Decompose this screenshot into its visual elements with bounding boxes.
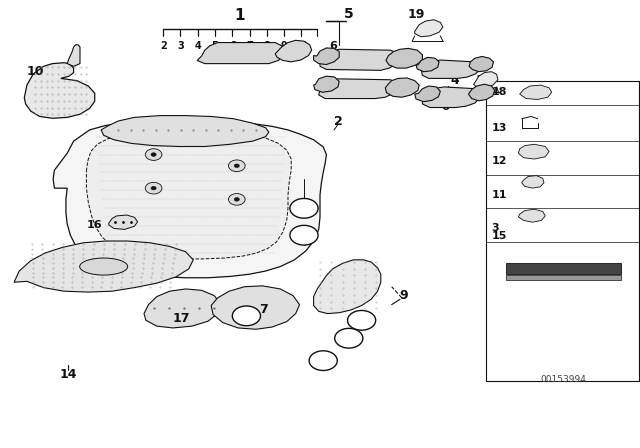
Circle shape — [335, 328, 363, 348]
Text: 17: 17 — [172, 311, 190, 325]
Circle shape — [309, 351, 337, 370]
Polygon shape — [14, 241, 193, 292]
Polygon shape — [421, 60, 480, 78]
Text: 6: 6 — [329, 41, 337, 51]
Polygon shape — [101, 116, 269, 146]
Text: 19: 19 — [407, 8, 425, 21]
Polygon shape — [211, 286, 300, 329]
FancyBboxPatch shape — [506, 275, 621, 280]
Text: 3: 3 — [300, 203, 308, 213]
Polygon shape — [469, 56, 493, 72]
Polygon shape — [86, 131, 291, 259]
Text: 00153994: 00153994 — [540, 375, 586, 384]
Text: 4: 4 — [195, 41, 201, 51]
Text: 7: 7 — [259, 302, 268, 316]
FancyBboxPatch shape — [506, 263, 621, 274]
Polygon shape — [197, 43, 285, 64]
Polygon shape — [67, 45, 80, 66]
Circle shape — [145, 182, 162, 194]
Text: 8: 8 — [264, 41, 270, 51]
Circle shape — [348, 310, 376, 330]
Ellipse shape — [80, 258, 128, 275]
Text: 10: 10 — [26, 65, 44, 78]
Text: 10: 10 — [294, 41, 308, 51]
Polygon shape — [518, 144, 549, 159]
Polygon shape — [24, 63, 95, 118]
Text: 12: 12 — [355, 315, 369, 325]
Text: 3: 3 — [177, 41, 184, 51]
Text: 15: 15 — [297, 230, 311, 240]
Polygon shape — [415, 20, 443, 37]
Text: 6: 6 — [229, 41, 236, 51]
Polygon shape — [109, 215, 138, 229]
Text: 18: 18 — [492, 87, 507, 97]
Circle shape — [228, 160, 245, 172]
Text: 15: 15 — [492, 231, 507, 241]
Circle shape — [232, 306, 260, 326]
Text: 12: 12 — [492, 156, 507, 166]
Circle shape — [234, 198, 239, 201]
Polygon shape — [468, 84, 495, 101]
Polygon shape — [518, 209, 545, 222]
Circle shape — [145, 149, 162, 160]
Circle shape — [151, 153, 156, 156]
Polygon shape — [474, 72, 498, 88]
Polygon shape — [314, 76, 339, 92]
Text: 18: 18 — [239, 311, 253, 321]
Text: 13: 13 — [492, 123, 507, 133]
Text: 5: 5 — [212, 41, 218, 51]
Text: 13: 13 — [342, 333, 356, 343]
Text: 9: 9 — [281, 41, 287, 51]
Circle shape — [234, 164, 239, 168]
Text: 11: 11 — [316, 356, 330, 366]
Polygon shape — [522, 176, 544, 188]
Circle shape — [290, 198, 318, 218]
Text: 3: 3 — [492, 224, 499, 233]
Polygon shape — [319, 79, 398, 99]
Text: 4: 4 — [450, 74, 459, 87]
Polygon shape — [385, 78, 419, 97]
Text: 6: 6 — [442, 102, 449, 112]
Text: 1: 1 — [235, 8, 245, 23]
Circle shape — [228, 194, 245, 205]
Text: 19: 19 — [476, 74, 493, 87]
Text: 5: 5 — [344, 7, 354, 22]
Polygon shape — [422, 87, 480, 108]
Text: 8: 8 — [146, 128, 155, 141]
Text: 14: 14 — [60, 367, 77, 381]
Text: 9: 9 — [399, 289, 408, 302]
Polygon shape — [314, 260, 381, 314]
Polygon shape — [416, 57, 439, 72]
Text: 11: 11 — [492, 190, 507, 200]
Polygon shape — [386, 48, 422, 68]
Text: 2: 2 — [333, 115, 342, 129]
Polygon shape — [415, 86, 440, 102]
Polygon shape — [520, 85, 552, 99]
Circle shape — [151, 186, 156, 190]
Text: 16: 16 — [87, 220, 102, 230]
Polygon shape — [275, 40, 312, 62]
Circle shape — [290, 225, 318, 245]
Text: 2: 2 — [160, 41, 166, 51]
Text: 7: 7 — [246, 41, 253, 51]
Polygon shape — [144, 289, 221, 328]
Polygon shape — [320, 49, 400, 70]
Polygon shape — [314, 48, 339, 65]
Polygon shape — [53, 120, 326, 278]
